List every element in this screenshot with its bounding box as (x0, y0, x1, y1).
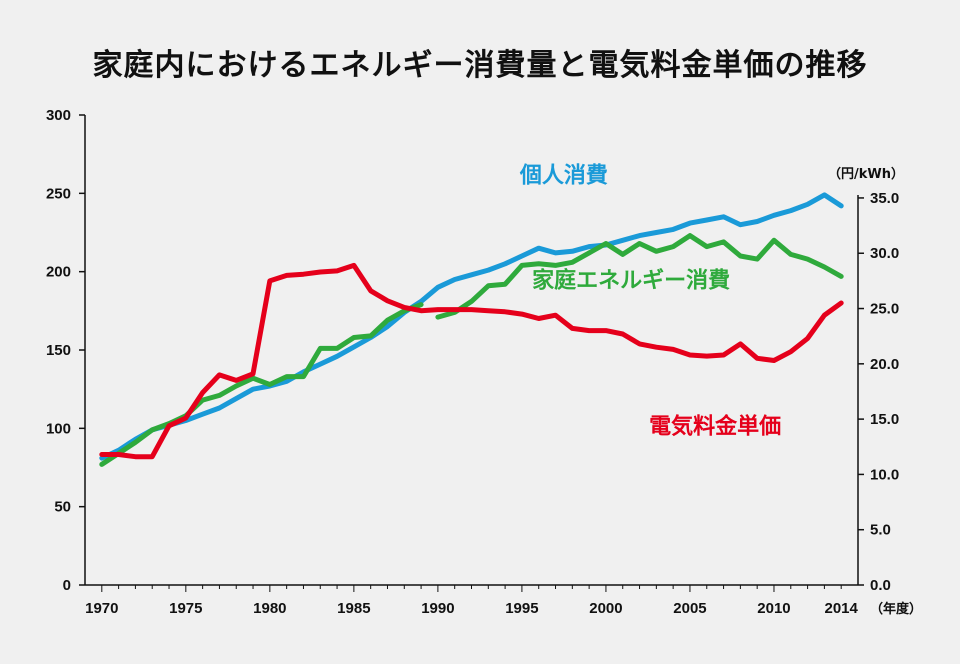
y-tick-label: 150 (46, 342, 71, 359)
x-tick-label: 1970 (85, 600, 118, 617)
series-label-1: 家庭エネルギー消費 (532, 267, 730, 293)
series-label-0: 個人消費 (519, 163, 608, 188)
series-line-2 (99, 262, 844, 460)
series-line-1-segment-1 (435, 233, 844, 320)
y2-tick-label: 0.0 (870, 577, 891, 594)
y2-axis-unit: （円/kWh） (828, 166, 904, 182)
y2-tick-label: 30.0 (870, 245, 899, 262)
x-tick-label: 1995 (505, 600, 538, 617)
series-label-2: 電気料金単価 (649, 413, 781, 439)
y-tick-label: 200 (46, 264, 71, 281)
y2-tick-label: 5.0 (870, 522, 891, 539)
y2-tick-label: 10.0 (870, 466, 899, 483)
chart-title: 家庭内におけるエネルギー消費量と電気料金単価の推移 (92, 48, 868, 83)
x-tick-label: 2005 (673, 600, 706, 617)
y-tick-label: 300 (46, 107, 71, 124)
y-tick-label: 100 (46, 420, 71, 437)
y2-tick-label: 35.0 (870, 190, 899, 207)
y-tick-label: 50 (54, 499, 71, 516)
x-tick-label: 2014 (825, 600, 859, 617)
x-tick-label: 2000 (589, 600, 622, 617)
y-tick-label: 250 (46, 185, 71, 202)
x-tick-label: 1980 (253, 600, 286, 617)
x-tick-label: 1975 (169, 600, 202, 617)
x-tick-label: 1990 (421, 600, 454, 617)
series-line-1-segment-0 (99, 302, 424, 467)
y2-tick-label: 15.0 (870, 411, 899, 428)
x-tick-label: 1985 (337, 600, 370, 617)
y2-tick-label: 25.0 (870, 301, 899, 318)
series-line-0 (99, 192, 844, 461)
x-axis-unit: （年度） (870, 601, 922, 617)
x-tick-label: 2010 (757, 600, 790, 617)
y2-tick-label: 20.0 (870, 356, 899, 373)
y-tick-label: 0 (63, 577, 71, 594)
